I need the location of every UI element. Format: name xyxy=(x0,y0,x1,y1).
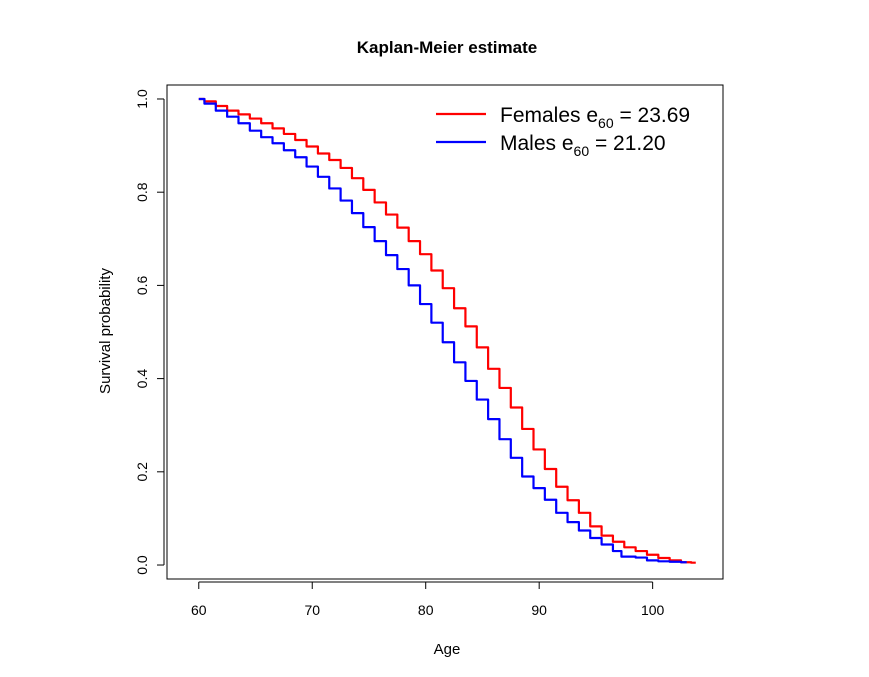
x-tick-label: 90 xyxy=(531,602,547,618)
x-axis-label: Age xyxy=(434,641,461,658)
y-tick-label: 0.6 xyxy=(134,275,150,295)
legend-subscript: 60 xyxy=(574,143,590,159)
x-axis: 60 70 80 90 100 xyxy=(191,581,665,618)
x-tick-label: 80 xyxy=(418,602,434,618)
y-tick-label: 0.4 xyxy=(134,369,150,389)
legend-subscript: 60 xyxy=(598,115,614,131)
plot-frame xyxy=(166,84,724,580)
series-layer xyxy=(198,97,696,564)
legend-prefix: Females e xyxy=(500,104,598,127)
series-line-males xyxy=(198,97,687,564)
y-tick-label: 0.2 xyxy=(134,462,150,482)
legend-prefix: Males e xyxy=(500,132,574,155)
legend-value: = 21.20 xyxy=(589,132,665,155)
legend-label-females: Females e60 = 23.69 xyxy=(500,104,690,131)
x-tick-label: 60 xyxy=(191,602,207,618)
y-axis: 0.0 0.2 0.4 0.6 0.8 1.0 xyxy=(134,89,165,575)
y-axis-label: Survival probability xyxy=(97,268,114,394)
y-tick-label: 0.8 xyxy=(134,182,150,202)
x-tick-label: 100 xyxy=(641,602,665,618)
legend-label-males: Males e60 = 21.20 xyxy=(500,132,666,159)
x-tick-label: 70 xyxy=(304,602,320,618)
legend-value: = 23.69 xyxy=(614,104,690,127)
chart-title: Kaplan-Meier estimate xyxy=(357,38,537,57)
y-tick-label: 0.0 xyxy=(134,555,150,575)
y-tick-label: 1.0 xyxy=(134,89,150,109)
series-line-females xyxy=(198,97,696,564)
